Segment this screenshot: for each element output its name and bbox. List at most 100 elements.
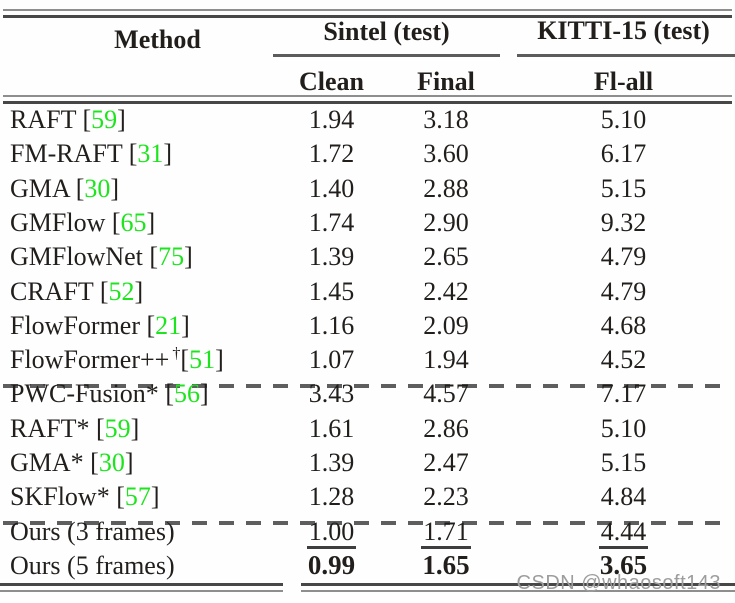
- final-value: 2.42: [423, 276, 469, 306]
- citation-number: 30: [84, 173, 111, 203]
- column-group-kitti15-test: KITTI-15 (test): [537, 16, 710, 45]
- method-cell: FM-RAFT [31]: [10, 139, 173, 169]
- final-value: 1.94: [423, 345, 469, 375]
- column-header-method: Method: [114, 25, 201, 54]
- citation-number: 59: [91, 105, 118, 135]
- final-value: 3.18: [423, 105, 469, 135]
- citation-number: 30: [98, 447, 125, 477]
- clean-value: 3.43: [308, 379, 355, 409]
- table-row-gma: GMA [30] 1.40 2.88 5.15: [0, 172, 735, 206]
- header-bottom-rule: [3, 95, 732, 104]
- flall-value: 4.84: [600, 482, 647, 512]
- table-row-craft: CRAFT [52] 1.45 2.42 4.79: [0, 274, 735, 308]
- flall-value: 4.79: [600, 242, 647, 272]
- sintel-cmidrule: [273, 54, 500, 57]
- dashed-separator-multiframe: [3, 384, 731, 388]
- citation-number: 65: [120, 207, 147, 237]
- table-row-flowformer-pp: FlowFormer++ †[51] 1.07 1.94 4.52: [0, 343, 735, 377]
- kitti-cmidrule: [517, 54, 735, 57]
- final-value: 2.65: [423, 242, 469, 272]
- table-row-gmflownet: GMFlowNet [75] 1.39 2.65 4.79: [0, 240, 735, 274]
- method-cell: SKFlow* [57]: [10, 482, 160, 512]
- method-cell: FlowFormer [21]: [10, 310, 190, 340]
- table-row-raft: RAFT [59] 1.94 3.18 5.10: [0, 103, 735, 137]
- citation-number: 56: [173, 379, 200, 409]
- citation-number: 59: [104, 413, 131, 443]
- clean-value: 1.40: [308, 173, 355, 203]
- final-value: 4.57: [423, 379, 469, 409]
- citation-number: 31: [137, 139, 164, 169]
- citation-number: 51: [189, 345, 216, 375]
- method-cell: GMFlow [65]: [10, 207, 156, 237]
- citation-number: 57: [124, 482, 151, 512]
- table-bottom-rule-left: [0, 583, 283, 592]
- flall-value: 5.10: [600, 105, 647, 135]
- final-value: 2.90: [423, 207, 469, 237]
- clean-value: 1.28: [308, 482, 355, 512]
- table-row-raft-star: RAFT* [59] 1.61 2.86 5.10: [0, 412, 735, 446]
- final-value: 3.60: [423, 139, 469, 169]
- method-cell: Ours (5 frames): [10, 550, 175, 580]
- final-value: 2.47: [423, 447, 469, 477]
- flall-value-second-best: 4.44: [512, 516, 735, 549]
- table-body: RAFT [59] 1.94 3.18 5.10 FM-RAFT [31] 1.…: [0, 103, 735, 583]
- table-top-rule: [3, 9, 732, 18]
- flall-value: 4.52: [600, 345, 647, 375]
- column-group-sintel-test: Sintel (test): [323, 17, 450, 46]
- citation-number: 75: [158, 242, 185, 272]
- method-cell: FlowFormer++ †[51]: [10, 345, 224, 375]
- clean-value: 1.39: [308, 242, 355, 272]
- final-value: 2.23: [423, 482, 469, 512]
- table-row-ours-3-frames: Ours (3 frames) 1.00 1.71 4.44: [0, 514, 735, 549]
- method-cell: CRAFT [52]: [10, 276, 144, 306]
- column-header-clean: Clean: [299, 67, 364, 96]
- flall-value: 7.17: [600, 379, 647, 409]
- table-bottom-rule-right: [301, 583, 735, 592]
- table-row-skflow-star: SKFlow* [57] 1.28 2.23 4.84: [0, 480, 735, 514]
- citation-number: 21: [155, 310, 182, 340]
- final-value: 2.09: [423, 310, 469, 340]
- flall-value: 4.79: [600, 276, 647, 306]
- clean-value: 1.39: [308, 447, 355, 477]
- table-row-gmflow: GMFlow [65] 1.74 2.90 9.32: [0, 206, 735, 240]
- clean-value-second-best: 1.00: [283, 516, 380, 549]
- method-cell: PWC-Fusion* [56]: [10, 379, 209, 409]
- clean-value: 1.74: [308, 207, 355, 237]
- dashed-separator-ours: [3, 521, 731, 525]
- final-value: 2.86: [423, 413, 469, 443]
- table-row-flowformer: FlowFormer [21] 1.16 2.09 4.68: [0, 309, 735, 343]
- clean-value: 1.45: [308, 276, 355, 306]
- table-row-gma-star: GMA* [30] 1.39 2.47 5.15: [0, 446, 735, 480]
- method-cell: GMA [30]: [10, 173, 120, 203]
- final-value-second-best: 1.71: [380, 516, 512, 549]
- final-value: 2.88: [423, 173, 469, 203]
- citation-number: 52: [108, 276, 135, 306]
- table-row-pwc-fusion: PWC-Fusion* [56] 3.43 4.57 7.17: [0, 377, 735, 411]
- final-value-best: 1.65: [422, 550, 470, 581]
- clean-value: 1.61: [308, 413, 355, 443]
- method-cell: RAFT* [59]: [10, 413, 140, 443]
- column-header-fl-all: Fl-all: [593, 67, 654, 96]
- clean-value-best: 0.99: [307, 550, 356, 581]
- flall-value: 6.17: [600, 139, 647, 169]
- method-cell: GMA* [30]: [10, 447, 134, 477]
- flall-value: 9.32: [600, 207, 647, 237]
- method-cell: RAFT [59]: [10, 105, 126, 135]
- flall-value: 5.15: [600, 173, 647, 203]
- dagger-symbol: †: [172, 345, 181, 363]
- clean-value: 1.94: [308, 105, 355, 135]
- clean-value: 1.72: [308, 139, 355, 169]
- clean-value: 1.16: [308, 310, 355, 340]
- table-row-fm-raft: FM-RAFT [31] 1.72 3.60 6.17: [0, 137, 735, 171]
- flall-value: 5.15: [600, 447, 647, 477]
- method-cell: Ours (3 frames): [10, 516, 175, 546]
- column-header-final: Final: [417, 67, 475, 96]
- flall-value: 5.10: [600, 413, 647, 443]
- flall-value: 4.68: [600, 310, 647, 340]
- flall-value-best: 3.65: [599, 550, 648, 581]
- table-row-ours-5-frames: Ours (5 frames) 0.99 1.65 3.65: [0, 549, 735, 583]
- method-cell: GMFlowNet [75]: [10, 242, 193, 272]
- clean-value: 1.07: [308, 345, 355, 375]
- csdn-watermark: CSDN @whaosoft143: [516, 572, 721, 594]
